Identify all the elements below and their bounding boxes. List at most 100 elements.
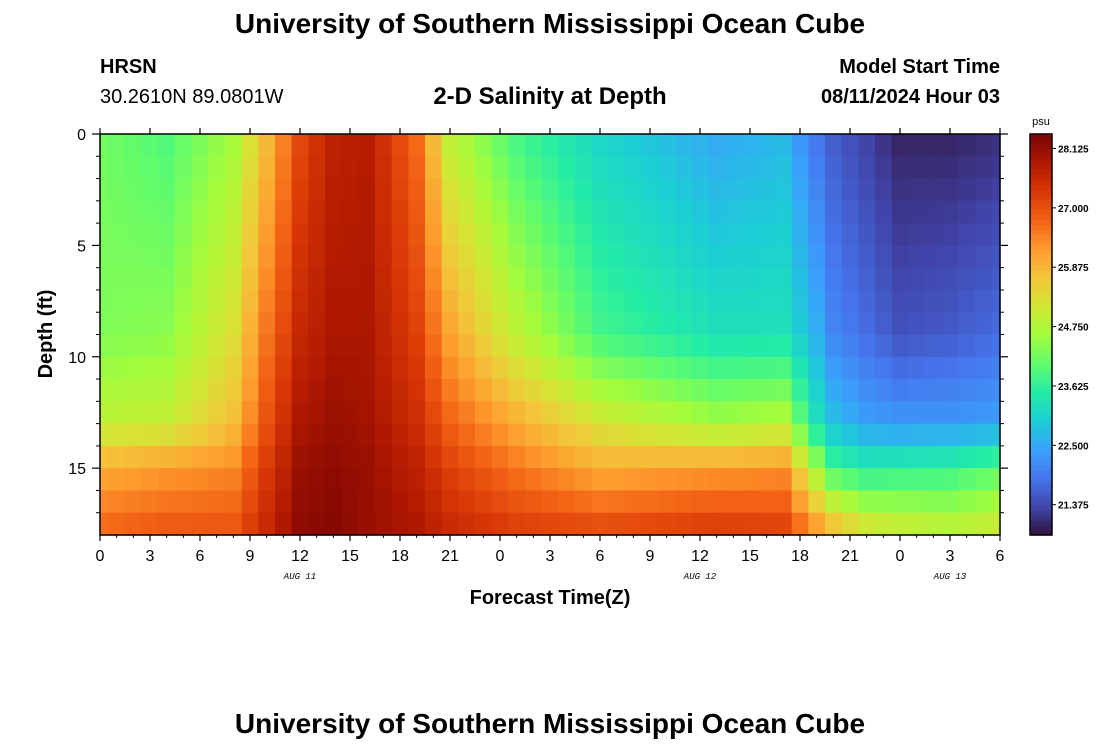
heatmap-cell (741, 267, 759, 291)
heatmap-cell (708, 223, 726, 246)
heatmap-cell (658, 156, 676, 180)
heatmap-cell (141, 178, 159, 202)
heatmap-cell (825, 312, 843, 336)
heatmap-cell (275, 490, 293, 514)
heatmap-cell (425, 200, 443, 224)
heatmap-cell (941, 356, 959, 380)
heatmap-cell (708, 468, 726, 492)
heatmap-cell (291, 289, 309, 313)
heatmap-cell (158, 445, 176, 469)
heatmap-cell (808, 134, 826, 157)
heatmap-cell (641, 245, 659, 269)
heatmap-cell (775, 401, 793, 425)
heatmap-cell (841, 445, 859, 469)
colorbar-segment (1030, 484, 1052, 491)
heatmap-cell (441, 245, 459, 269)
heatmap-cell (808, 267, 826, 291)
heatmap-cell (508, 289, 526, 313)
heatmap-cell (158, 490, 176, 514)
colorbar-segment (1030, 269, 1052, 275)
heatmap-cell (741, 245, 759, 269)
heatmap-cell (491, 312, 509, 336)
heatmap-cell (575, 200, 593, 224)
heatmap-cell (125, 512, 143, 536)
heatmap-cell (858, 200, 876, 224)
heatmap-cell (825, 134, 843, 157)
heatmap-cell (691, 134, 709, 157)
heatmap-cell (691, 312, 709, 336)
heatmap-cell (875, 445, 893, 469)
y-tick-label: 0 (77, 127, 86, 144)
heatmap-cell (675, 356, 693, 380)
heatmap-cell (291, 200, 309, 224)
colorbar-segment (1030, 414, 1052, 421)
heatmap-cell (408, 490, 426, 514)
heatmap-cell (458, 468, 476, 492)
heatmap-cell (975, 134, 993, 157)
heatmap-cell (891, 289, 909, 313)
heatmap-cell (541, 223, 559, 246)
heatmap-cell (100, 289, 109, 313)
heatmap-cell (625, 512, 643, 536)
heatmap-cell (425, 245, 443, 269)
heatmap-cell (791, 423, 809, 447)
station-id: HRSN (100, 56, 157, 78)
heatmap-cell (758, 401, 776, 425)
heatmap-cell (775, 267, 793, 291)
heatmap-cell (475, 401, 493, 425)
heatmap-cell (641, 289, 659, 313)
colorbar-segment (1030, 219, 1052, 225)
colorbar-segment (1030, 234, 1052, 240)
heatmap-cell (491, 267, 509, 291)
heatmap-cell (691, 379, 709, 402)
colorbar-segment (1030, 174, 1052, 180)
heatmap-cell (525, 356, 543, 380)
heatmap-cell (541, 289, 559, 313)
heatmap-cell (358, 334, 376, 358)
heatmap-cell (458, 178, 476, 202)
heatmap-cell (608, 512, 626, 536)
heatmap-cell (441, 512, 459, 536)
colorbar-segment (1030, 154, 1052, 160)
heatmap-cell (841, 379, 859, 402)
heatmap-cell (525, 178, 543, 202)
heatmap-cell (908, 334, 926, 358)
heatmap-cell (191, 423, 209, 447)
heatmap-cell (225, 468, 243, 492)
heatmap-cell (908, 356, 926, 380)
heatmap-cell (858, 468, 876, 492)
heatmap-cell (241, 423, 259, 447)
heatmap-cell (775, 490, 793, 514)
colorbar-segment (1030, 389, 1052, 396)
heatmap-cell (808, 312, 826, 336)
heatmap-cell (691, 356, 709, 380)
heatmap-cell (858, 423, 876, 447)
heatmap-cell (608, 468, 626, 492)
colorbar-tick-label: 28.125 (1058, 145, 1089, 156)
heatmap-cell (341, 334, 359, 358)
heatmap-cell (425, 356, 443, 380)
heatmap-cell (758, 312, 776, 336)
heatmap-cell (775, 245, 793, 269)
heatmap-cell (191, 200, 209, 224)
heatmap-cell (100, 223, 109, 246)
heatmap-cell (991, 267, 1001, 291)
heatmap-cell (391, 200, 409, 224)
heatmap-cell (258, 401, 276, 425)
heatmap-cell (691, 401, 709, 425)
heatmap-cell (958, 312, 976, 336)
colorbar-frame (1029, 133, 1053, 536)
heatmap-cell (975, 200, 993, 224)
heatmap-cell (841, 156, 859, 180)
heatmap-cell (100, 200, 109, 224)
heatmap-cell (825, 379, 843, 402)
colorbar-segment (1030, 274, 1052, 280)
heatmap-cell (141, 401, 159, 425)
heatmap-cell (775, 468, 793, 492)
heatmap-cell (975, 423, 993, 447)
heatmap-cell (825, 200, 843, 224)
heatmap-cell (258, 178, 276, 202)
heatmap-cell (525, 512, 543, 536)
heatmap-cell (141, 267, 159, 291)
heatmap-cell (775, 156, 793, 180)
